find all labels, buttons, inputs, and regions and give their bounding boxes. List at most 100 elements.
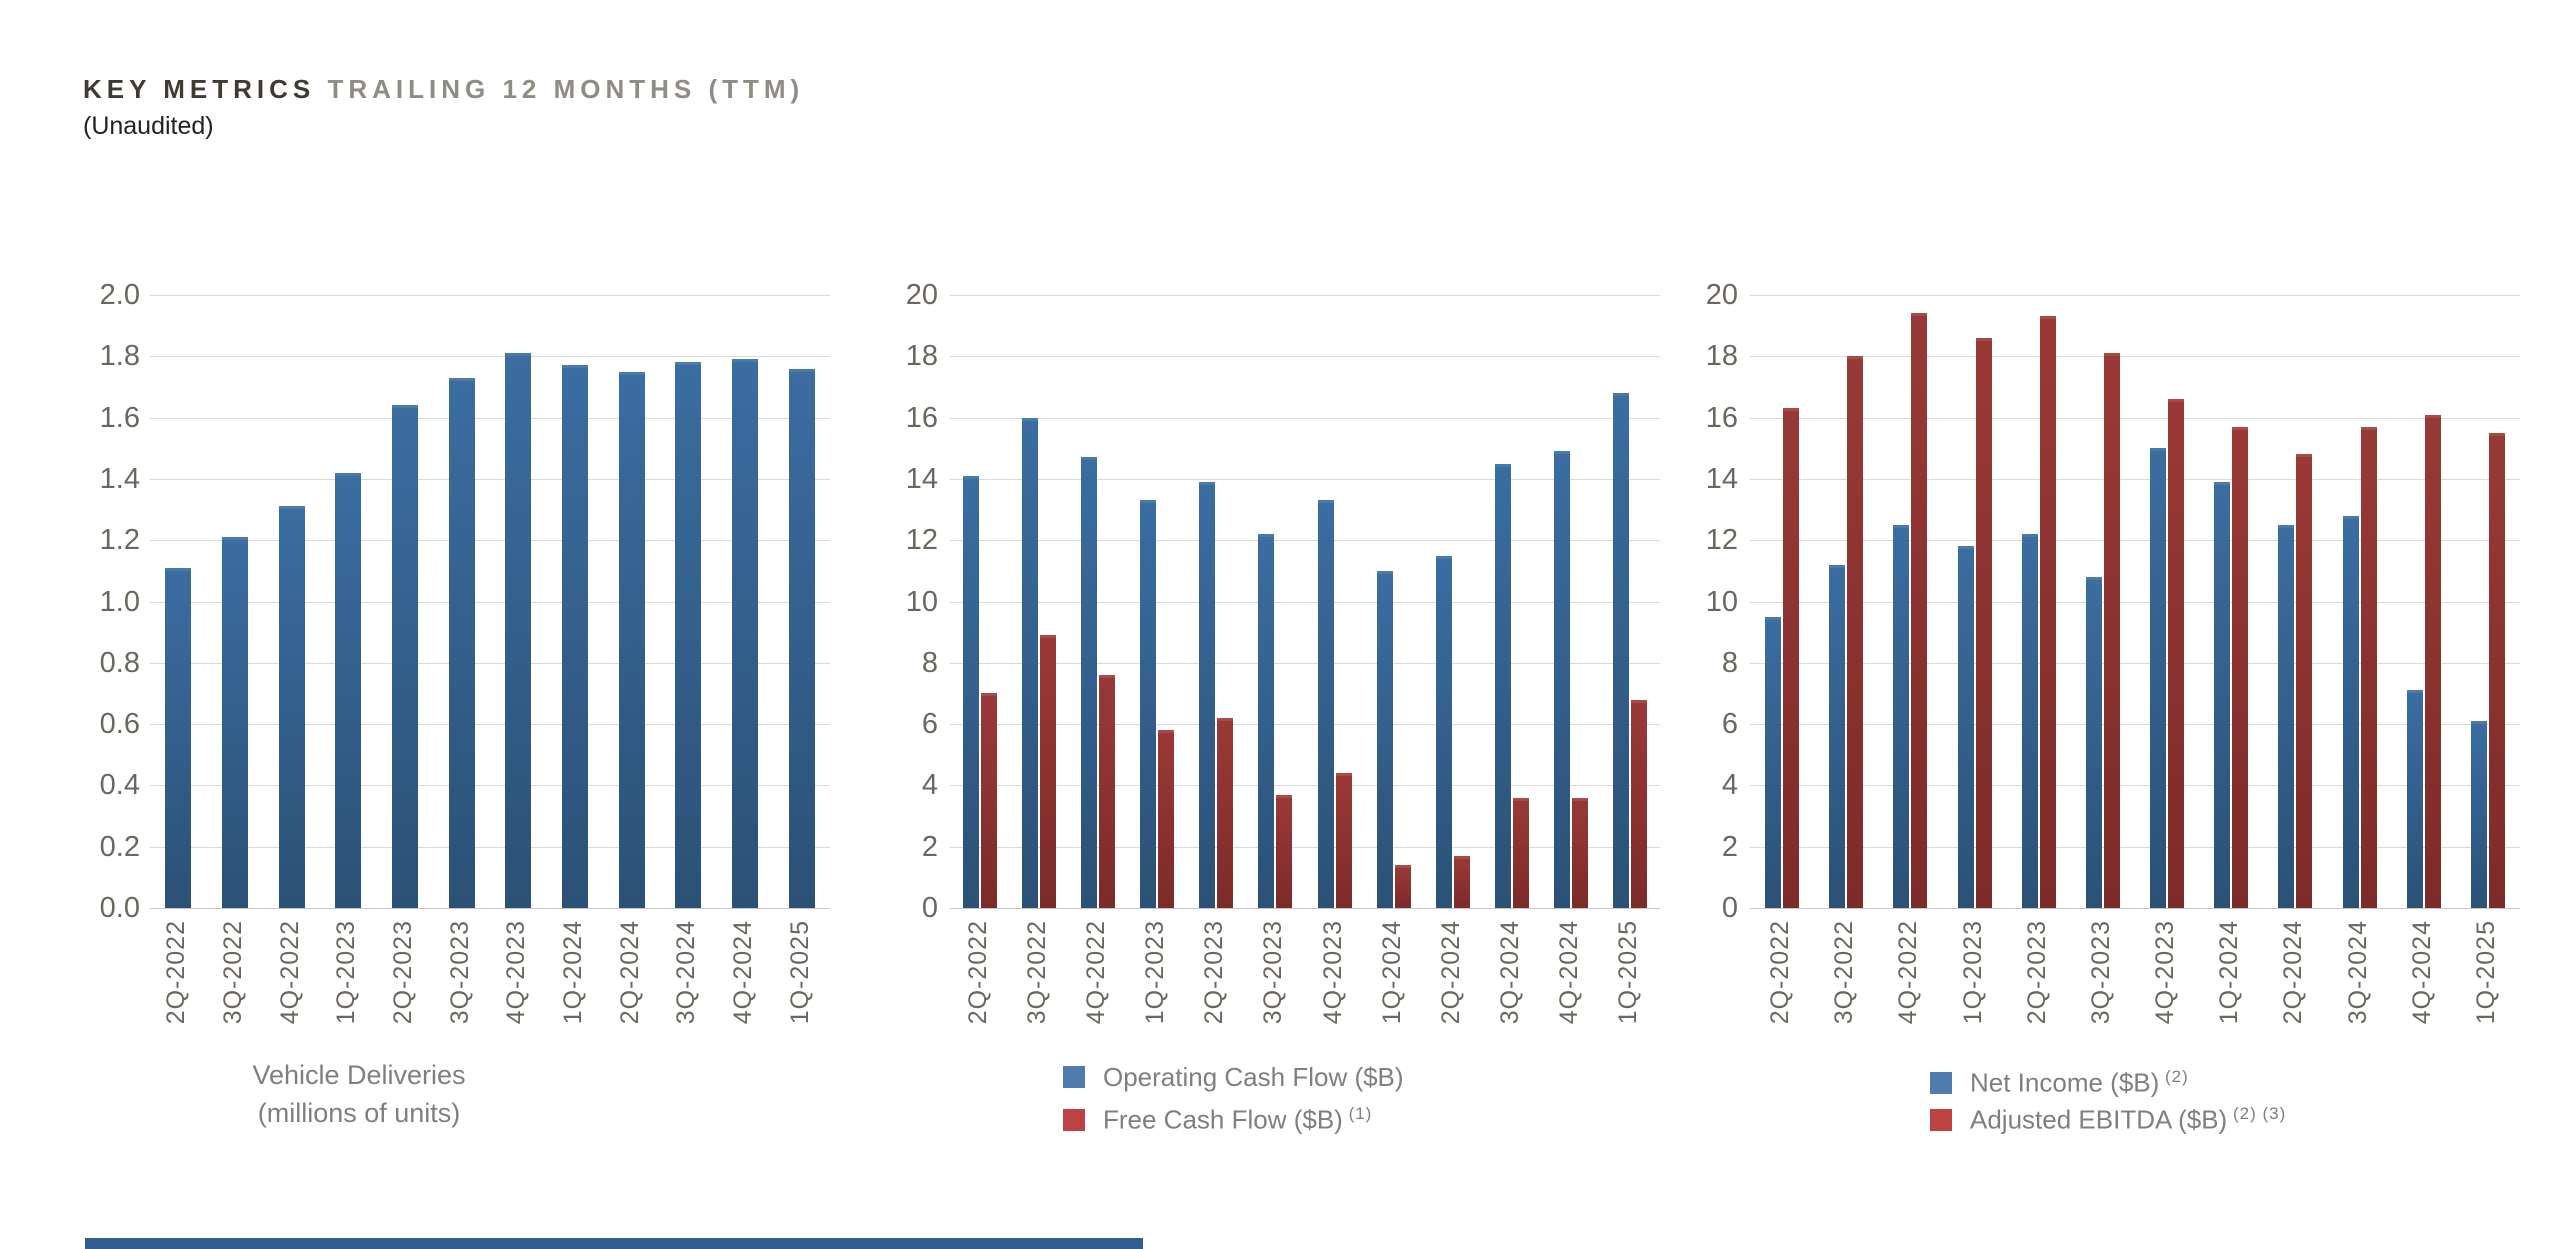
x-axis-label: 3Q-2023 — [2086, 920, 2115, 1025]
bar-cash-flow-1Q-2025-blue — [1613, 393, 1630, 908]
x-axis-label: 2Q-2022 — [1766, 920, 1795, 1025]
y-tick-label: 4 — [921, 769, 938, 802]
bar-vehicle-deliveries-2Q-2022 — [165, 567, 192, 908]
bar-vehicle-deliveries-4Q-2022 — [278, 506, 305, 908]
bar-profitability-4Q-2023-red — [2168, 399, 2185, 908]
bar-vehicle-deliveries-1Q-2024 — [562, 365, 588, 908]
bar-vehicle-deliveries-1Q-2023 — [335, 472, 362, 908]
y-tick-label: 16 — [1705, 401, 1738, 434]
x-axis-label: 1Q-2023 — [332, 920, 361, 1025]
page-title-secondary: TRAILING 12 MONTHS (TTM) — [327, 74, 805, 104]
bar-cash-flow-4Q-2024-blue — [1554, 451, 1571, 908]
x-axis-label: 4Q-2024 — [2407, 920, 2436, 1025]
gridline — [150, 846, 830, 848]
bar-profitability-2Q-2022-blue — [1765, 616, 1782, 908]
x-axis-label: 2Q-2024 — [615, 920, 644, 1025]
x-axis-label: 4Q-2023 — [502, 920, 531, 1025]
x-axis-label: 2Q-2023 — [2022, 920, 2051, 1025]
bar-profitability-4Q-2022-blue — [1893, 524, 1910, 908]
bar-profitability-4Q-2023-blue — [2150, 448, 2167, 908]
y-tick-label: 14 — [1705, 462, 1738, 495]
y-tick-label: 8 — [1721, 646, 1738, 679]
gridline — [1750, 908, 2520, 909]
bar-vehicle-deliveries-2Q-2024 — [618, 371, 645, 908]
axis-title-line: (millions of units) — [257, 1098, 461, 1128]
y-tick-label: 8 — [921, 646, 938, 679]
gridline — [950, 478, 1660, 480]
y-tick-label: 0 — [921, 892, 938, 924]
bar-cash-flow-4Q-2022-red — [1098, 675, 1115, 908]
legend-footnote-ref: (2) — [2159, 1067, 2189, 1086]
gridline — [950, 785, 1660, 787]
legend-footnote-ref: (1) — [1342, 1104, 1373, 1123]
x-axis-label: 3Q-2023 — [445, 920, 474, 1025]
page-title-primary: KEY METRICS — [83, 74, 316, 104]
bar-profitability-2Q-2024-red — [2296, 454, 2313, 908]
bar-profitability-3Q-2022-red — [1847, 356, 1864, 908]
bar-vehicle-deliveries-2Q-2023 — [392, 405, 418, 908]
bar-cash-flow-1Q-2025-red — [1631, 699, 1648, 908]
legend-item-profitability-red: Adjusted EBITDA ($B) (2) (3) — [1930, 1099, 2286, 1135]
bar-vehicle-deliveries-4Q-2024 — [732, 359, 758, 908]
bar-profitability-2Q-2023-red — [2039, 316, 2056, 908]
y-tick-label: 14 — [905, 462, 938, 495]
gridline — [950, 540, 1660, 542]
y-tick-label: 0 — [1721, 892, 1738, 924]
y-tick-label: 0.4 — [99, 769, 140, 802]
bar-profitability-1Q-2023-blue — [1957, 546, 1974, 908]
y-tick-label: 16 — [905, 401, 938, 434]
y-tick-label: 0.6 — [99, 708, 140, 741]
y-tick-label: 4 — [1721, 769, 1738, 802]
bar-cash-flow-2Q-2023-red — [1217, 717, 1234, 908]
y-tick-label: 1.4 — [99, 462, 140, 495]
y-tick-label: 1.6 — [99, 401, 140, 434]
bar-cash-flow-3Q-2024-blue — [1495, 463, 1512, 908]
x-axis-label: 2Q-2022 — [963, 920, 992, 1025]
x-axis-label: 1Q-2023 — [1141, 920, 1170, 1025]
page-title: KEY METRICS TRAILING 12 MONTHS (TTM) — [83, 74, 804, 105]
bar-profitability-1Q-2024-red — [2232, 426, 2249, 908]
gridline — [1750, 478, 2520, 480]
bar-profitability-3Q-2024-blue — [2342, 515, 2359, 908]
bar-cash-flow-4Q-2024-red — [1572, 797, 1589, 908]
y-tick-label: 12 — [905, 524, 938, 557]
legend-swatch-red — [1063, 1108, 1085, 1131]
x-axis-label: 4Q-2023 — [2151, 920, 2180, 1025]
x-axis-label: 1Q-2024 — [1377, 920, 1406, 1025]
bar-vehicle-deliveries-3Q-2024 — [675, 362, 702, 908]
x-axis-label: 4Q-2024 — [729, 920, 757, 1025]
legend-label: Net Income ($B) — [1970, 1067, 2160, 1098]
bar-profitability-2Q-2023-blue — [2021, 534, 2038, 908]
gridline — [150, 356, 830, 358]
x-axis-label: 2Q-2023 — [389, 920, 417, 1025]
x-axis-label: 4Q-2022 — [275, 920, 304, 1025]
x-axis-label: 3Q-2022 — [1830, 920, 1859, 1025]
bar-cash-flow-1Q-2024-red — [1394, 865, 1411, 908]
x-axis-label: 1Q-2025 — [2471, 920, 2500, 1025]
y-tick-label: 20 — [905, 279, 938, 311]
x-axis-label: 3Q-2022 — [219, 920, 247, 1025]
y-tick-label: 0.8 — [99, 646, 140, 679]
x-axis-label: 1Q-2025 — [785, 920, 814, 1025]
bar-cash-flow-3Q-2023-red — [1276, 794, 1293, 908]
x-axis-label: 2Q-2024 — [2279, 920, 2308, 1025]
legend-label: Adjusted EBITDA ($B) — [1970, 1104, 2228, 1135]
bar-profitability-3Q-2022-blue — [1829, 564, 1846, 908]
bar-vehicle-deliveries-1Q-2025 — [788, 368, 815, 908]
x-axis-label: 1Q-2025 — [1614, 920, 1643, 1025]
gridline — [150, 417, 830, 419]
x-axis-label: 2Q-2023 — [1200, 920, 1229, 1025]
bottom-section-divider-bar — [85, 1238, 1143, 1249]
x-axis-label: 2Q-2024 — [1436, 920, 1465, 1025]
bar-cash-flow-2Q-2022-red — [980, 693, 997, 908]
y-tick-label: 6 — [921, 708, 938, 741]
bar-cash-flow-2Q-2022-blue — [962, 475, 979, 908]
y-tick-label: 12 — [1705, 524, 1738, 557]
x-axis-label: 2Q-2022 — [162, 920, 191, 1025]
bar-profitability-1Q-2024-blue — [2214, 481, 2231, 908]
x-axis-label: 4Q-2024 — [1555, 920, 1584, 1025]
bar-profitability-1Q-2023-red — [1975, 337, 1992, 908]
y-tick-label: 20 — [1705, 279, 1738, 311]
x-axis-label: 3Q-2024 — [672, 920, 701, 1025]
